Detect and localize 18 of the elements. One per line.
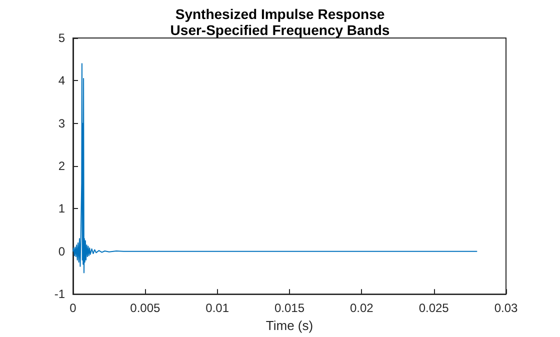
y-tick-label: 0 <box>58 244 66 258</box>
y-tick-label: -1 <box>54 287 66 302</box>
chart-title: Synthesized Impulse Response <box>175 6 385 22</box>
chart-subtitle: User-Specified Frequency Bands <box>170 22 390 38</box>
y-tick-label: 2 <box>58 159 66 174</box>
x-tick-label: 0.005 <box>130 301 161 316</box>
line-series <box>72 63 478 274</box>
y-tick-label: 5 <box>58 31 66 45</box>
x-tick-label: 0.03 <box>494 301 518 316</box>
y-tick-label: 4 <box>58 74 66 88</box>
x-axis-title: Time (s) <box>266 318 314 333</box>
x-tick-label: 0 <box>70 301 77 316</box>
x-tick-label: 0.02 <box>350 301 374 316</box>
x-tick-label: 0.025 <box>418 301 450 316</box>
y-tick-label: 1 <box>58 202 66 216</box>
x-tick-label: 0.01 <box>206 301 230 316</box>
y-tick-label: 3 <box>58 116 66 130</box>
x-tick-label: 0.015 <box>274 301 305 316</box>
